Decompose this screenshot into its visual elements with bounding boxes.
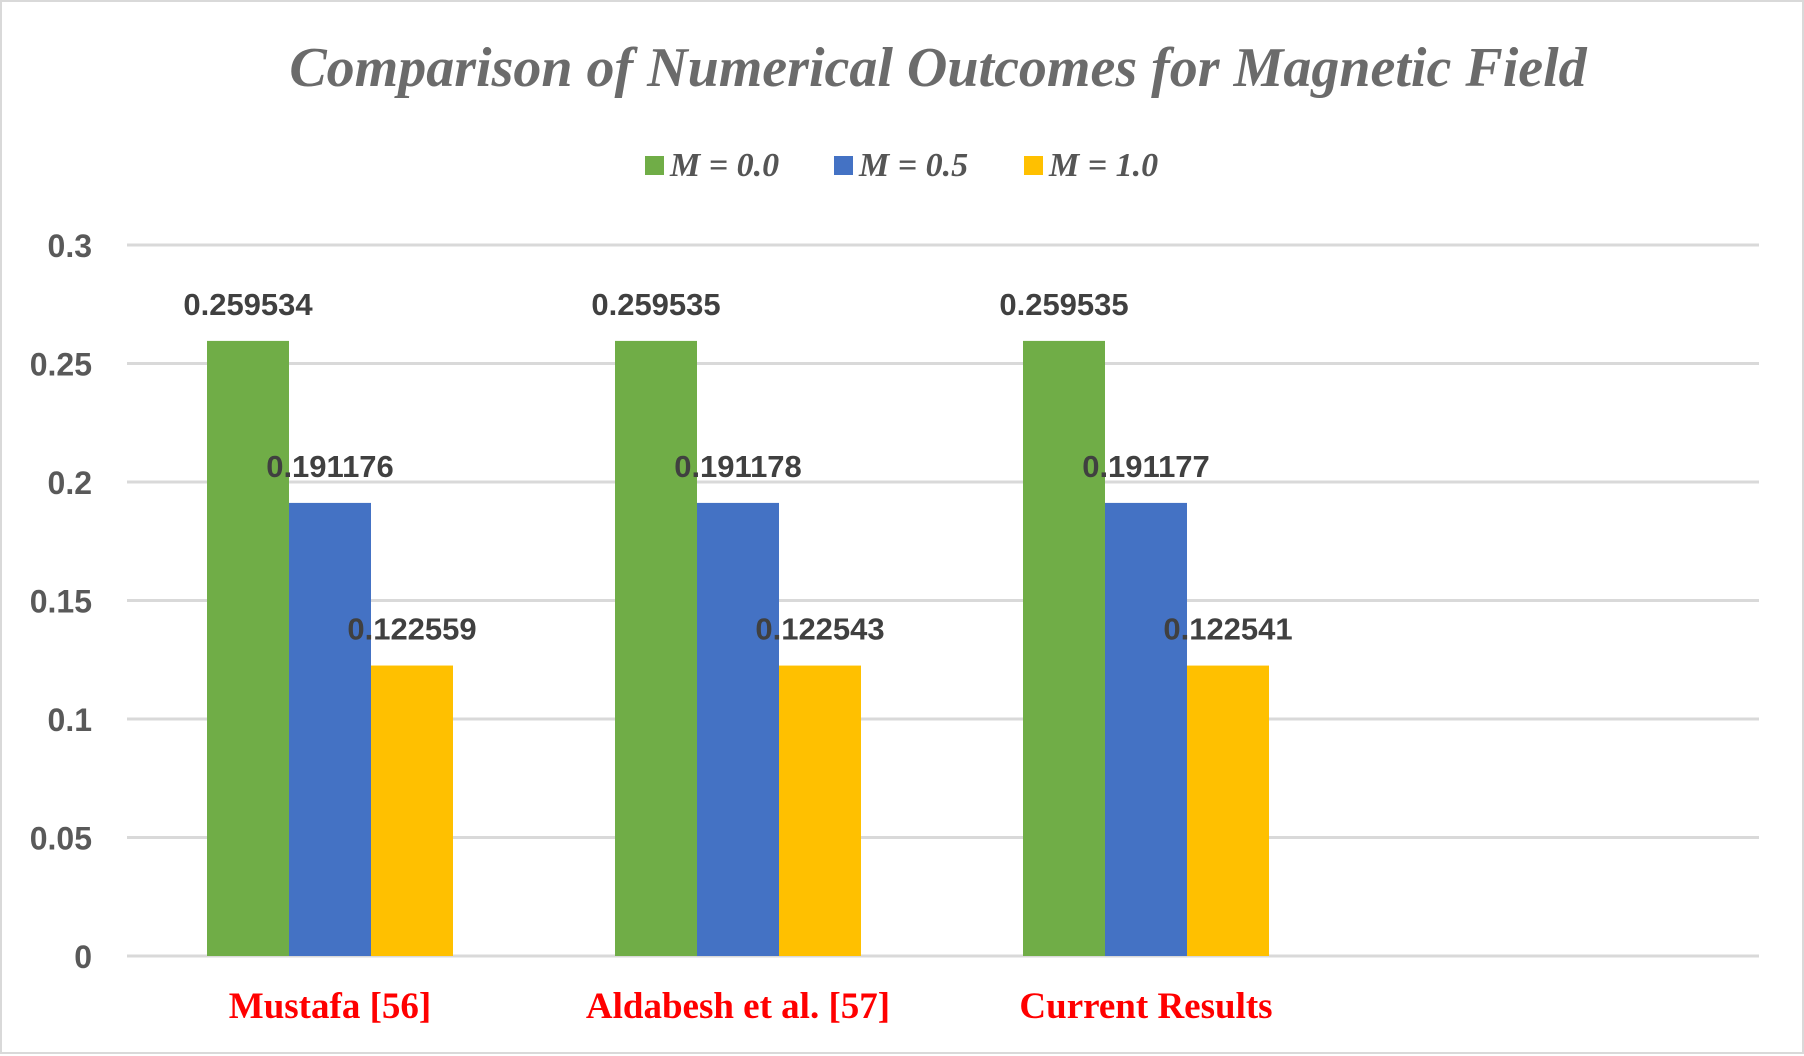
chart-title: Comparison of Numerical Outcomes for Mag… — [289, 37, 1587, 99]
legend-label: M = 0.5 — [858, 147, 968, 184]
bars — [207, 340, 1269, 956]
bar — [615, 340, 697, 956]
y-tick-label: 0.1 — [48, 702, 92, 738]
x-category-label: Aldabesh et al. [57] — [586, 986, 890, 1027]
legend: M = 0.0 M = 0.5 M = 1.0 — [645, 147, 1158, 184]
bar — [207, 340, 289, 956]
y-tick-label: 0 — [74, 939, 92, 975]
data-label: 0.259534 — [183, 287, 313, 322]
y-axis-ticks: 0 0.05 0.1 0.15 0.2 0.25 0.3 — [30, 228, 92, 975]
bar — [1105, 502, 1187, 956]
x-axis-categories: Mustafa [56] Aldabesh et al. [57] Current … — [229, 986, 1273, 1027]
y-tick-label: 0.3 — [48, 228, 92, 264]
legend-swatch — [645, 156, 664, 175]
bar — [1023, 340, 1105, 956]
data-label: 0.259535 — [999, 287, 1128, 322]
x-category-label: Current Results — [1019, 986, 1272, 1027]
bar — [1187, 665, 1269, 956]
legend-label: M = 0.0 — [669, 147, 779, 184]
x-category-label: Mustafa [56] — [229, 986, 431, 1027]
data-label: 0.191177 — [1082, 449, 1210, 484]
y-tick-label: 0.05 — [30, 821, 92, 857]
data-label: 0.191176 — [266, 449, 394, 484]
data-label: 0.191178 — [674, 449, 802, 484]
data-label: 0.122543 — [755, 612, 884, 647]
y-tick-label: 0.25 — [30, 347, 92, 383]
data-labels: 0.259534 0.191176 0.122559 0.259535 0.191178… — [183, 287, 1292, 647]
y-tick-label: 0.2 — [48, 465, 92, 501]
legend-label: M = 1.0 — [1048, 147, 1158, 184]
legend-swatch — [1024, 156, 1043, 175]
data-label: 0.122541 — [1163, 612, 1292, 647]
bar — [779, 665, 861, 956]
bar — [371, 665, 453, 956]
bar — [697, 502, 779, 956]
data-label: 0.122559 — [347, 612, 476, 647]
y-tick-label: 0.15 — [30, 584, 92, 620]
legend-swatch — [834, 156, 853, 175]
data-label: 0.259535 — [591, 287, 720, 322]
bar — [289, 502, 371, 956]
